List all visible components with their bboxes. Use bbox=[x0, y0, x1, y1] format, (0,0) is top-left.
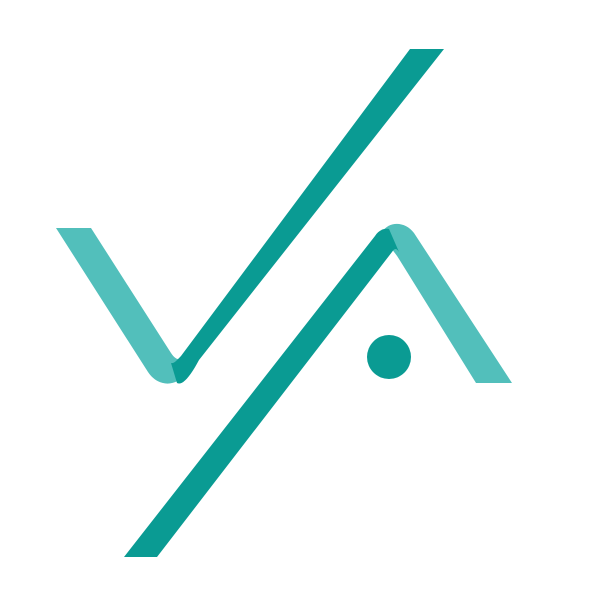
v-left-stroke bbox=[56, 228, 192, 384]
v-right-stroke bbox=[171, 49, 444, 384]
a-dot bbox=[367, 335, 411, 379]
a-left-stroke bbox=[124, 228, 399, 557]
a-right-stroke bbox=[382, 223, 512, 383]
